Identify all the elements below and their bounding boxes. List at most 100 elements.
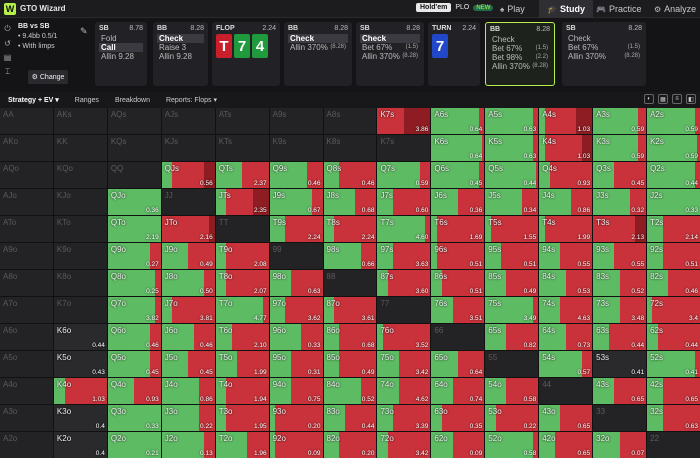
hand-cell[interactable]: K3o 0.4 bbox=[53, 405, 107, 431]
hand-cell[interactable]: K9s bbox=[269, 135, 323, 161]
hand-cell[interactable]: 86o 0.68 bbox=[323, 324, 377, 350]
hand-cell[interactable]: 65o 0.64 bbox=[431, 351, 485, 377]
nav-play[interactable]: ♠ Play bbox=[492, 0, 533, 18]
hand-cell[interactable]: KTo bbox=[53, 216, 107, 242]
hand-cell[interactable]: Q6s 0.45 bbox=[431, 162, 485, 188]
hand-cell[interactable]: K6o 0.44 bbox=[53, 324, 107, 350]
hand-cell[interactable]: AJo bbox=[0, 189, 53, 215]
action-option[interactable]: Check bbox=[157, 34, 204, 43]
hand-cell[interactable]: K3s 0.59 bbox=[593, 135, 647, 161]
hand-cell[interactable]: Q7s 0.59 bbox=[377, 162, 431, 188]
hand-cell[interactable]: AJs bbox=[161, 108, 215, 134]
hand-cell[interactable]: T4s 1.99 bbox=[539, 216, 593, 242]
hand-cell[interactable]: J6s 0.36 bbox=[431, 189, 485, 215]
hand-cell[interactable]: T9s 2.24 bbox=[269, 216, 323, 242]
hand-cell[interactable]: 97o 3.62 bbox=[269, 297, 323, 323]
hand-cell[interactable]: A4s 1.03 bbox=[539, 108, 593, 134]
hand-cell[interactable]: K5s 0.63 bbox=[485, 135, 539, 161]
hand-cell[interactable]: 84o 0.52 bbox=[323, 378, 377, 404]
hand-cell[interactable]: 44 bbox=[539, 378, 593, 404]
hand-cell[interactable]: 32s 0.63 bbox=[647, 405, 700, 431]
hand-cell[interactable]: Q5s 0.44 bbox=[485, 162, 539, 188]
cards-icon[interactable]: ▤ bbox=[3, 53, 12, 62]
action-panel-sb[interactable]: SB 8.28 Check Bet 67% (1.5) Allin 370% (8.28) bbox=[562, 22, 646, 86]
action-panel-bb[interactable]: BB 8.28 Check Bet 67% (1.5) Bet 98% (2.2) Allin… bbox=[485, 22, 555, 86]
action-option[interactable]: Call bbox=[99, 43, 143, 52]
hand-cell[interactable]: 96s 0.51 bbox=[431, 243, 485, 269]
action-option[interactable]: Raise 3 bbox=[157, 43, 204, 52]
hand-cell[interactable]: J9s 0.67 bbox=[269, 189, 323, 215]
hand-cell[interactable]: T5s 1.55 bbox=[485, 216, 539, 242]
hand-cell[interactable]: 93o 0.20 bbox=[269, 405, 323, 431]
action-option[interactable]: Allin 370% (8.28) bbox=[360, 52, 420, 61]
hand-cell[interactable]: 88 bbox=[323, 270, 377, 296]
action-panel-bb[interactable]: BB 8.28 Check Allin 370% (8.28) bbox=[284, 22, 352, 86]
hand-cell[interactable]: A3s 0.59 bbox=[593, 108, 647, 134]
hand-cell[interactable]: T3o 1.95 bbox=[215, 405, 269, 431]
hand-cell[interactable]: KQo bbox=[53, 162, 107, 188]
hand-cell[interactable]: 92s 0.51 bbox=[647, 243, 700, 269]
hand-cell[interactable]: K8s bbox=[323, 135, 377, 161]
tab-ranges[interactable]: Ranges bbox=[74, 96, 99, 104]
hand-cell[interactable]: J6o 0.46 bbox=[161, 324, 215, 350]
hand-cell[interactable]: QJo 0.36 bbox=[107, 189, 161, 215]
nav-study[interactable]: 🎓 Study bbox=[539, 0, 593, 18]
hand-cell[interactable]: A6s 0.64 bbox=[431, 108, 485, 134]
action-panel-turn[interactable]: TURN 2.24 7 bbox=[428, 22, 480, 86]
action-option[interactable]: Check bbox=[490, 35, 550, 44]
hand-cell[interactable]: 64s 0.73 bbox=[539, 324, 593, 350]
hand-cell[interactable]: T8s 2.24 bbox=[323, 216, 377, 242]
hand-cell[interactable]: 95o 0.31 bbox=[269, 351, 323, 377]
hand-cell[interactable]: JTo 2.16 bbox=[161, 216, 215, 242]
action-panel-sb[interactable]: SB 8.28 Check Bet 67% (1.5) Allin 370% (8.28) bbox=[356, 22, 424, 86]
hand-cell[interactable]: J9o 0.49 bbox=[161, 243, 215, 269]
hand-cell[interactable]: 63o 0.35 bbox=[431, 405, 485, 431]
hand-cell[interactable]: 93s 0.55 bbox=[593, 243, 647, 269]
hand-cell[interactable]: Q2s 0.44 bbox=[647, 162, 700, 188]
hand-cell[interactable]: K8o bbox=[53, 270, 107, 296]
action-option[interactable]: Allin 370% (8.28) bbox=[490, 62, 550, 71]
split-view-icon[interactable]: ◧ bbox=[686, 94, 696, 104]
hand-cell[interactable]: 54o 0.58 bbox=[485, 378, 539, 404]
hand-cell[interactable]: 73o 3.39 bbox=[377, 405, 431, 431]
hand-cell[interactable]: A4o bbox=[0, 378, 53, 404]
hand-cell[interactable]: A5s 0.63 bbox=[485, 108, 539, 134]
hand-cell[interactable]: T9o 2.08 bbox=[215, 243, 269, 269]
hand-cell[interactable]: J3o 0.22 bbox=[161, 405, 215, 431]
hand-cell[interactable]: T2o 1.96 bbox=[215, 432, 269, 458]
action-option[interactable]: Check bbox=[566, 34, 642, 43]
hand-cell[interactable]: AKs bbox=[53, 108, 107, 134]
hand-cell[interactable]: 76o 3.52 bbox=[377, 324, 431, 350]
edit-icon[interactable]: ✎ bbox=[80, 26, 88, 36]
hand-cell[interactable]: 82o 0.20 bbox=[323, 432, 377, 458]
hand-cell[interactable]: 85o 0.49 bbox=[323, 351, 377, 377]
hand-cell[interactable]: 65s 0.82 bbox=[485, 324, 539, 350]
hand-cell[interactable]: K9o bbox=[53, 243, 107, 269]
hand-cell[interactable]: 92o 0.09 bbox=[269, 432, 323, 458]
hand-cell[interactable]: 63s 0.44 bbox=[593, 324, 647, 350]
hand-cell[interactable]: Q4s 0.93 bbox=[539, 162, 593, 188]
hand-cell[interactable]: K7o bbox=[53, 297, 107, 323]
hand-cell[interactable]: J8o 0.50 bbox=[161, 270, 215, 296]
hand-cell[interactable]: Q2o 0.21 bbox=[107, 432, 161, 458]
power-icon[interactable]: ⏻ bbox=[4, 24, 11, 33]
hand-cell[interactable]: J7o 3.81 bbox=[161, 297, 215, 323]
hand-cell[interactable]: K2o 0.4 bbox=[53, 432, 107, 458]
hand-cell[interactable]: Q9s 0.46 bbox=[269, 162, 323, 188]
hand-cell[interactable]: 86s 0.51 bbox=[431, 270, 485, 296]
hand-cell[interactable]: 55 bbox=[485, 351, 539, 377]
action-panel-flop[interactable]: FLOP 2.24 T 7 4 bbox=[212, 22, 280, 86]
hand-cell[interactable]: 72s 3.4 bbox=[647, 297, 700, 323]
hand-cell[interactable]: 99 bbox=[269, 243, 323, 269]
hand-cell[interactable]: 94o 0.75 bbox=[269, 378, 323, 404]
hand-cell[interactable]: KJo bbox=[53, 189, 107, 215]
hand-cell[interactable]: 95s 0.51 bbox=[485, 243, 539, 269]
hand-cell[interactable]: 53s 0.41 bbox=[593, 351, 647, 377]
hand-cell[interactable]: 33 bbox=[593, 405, 647, 431]
hand-cell[interactable]: K4s 1.03 bbox=[539, 135, 593, 161]
hand-cell[interactable]: 96o 0.33 bbox=[269, 324, 323, 350]
tab-reports[interactable]: Reports: Flops ▾ bbox=[158, 92, 225, 108]
hand-cell[interactable]: A7o bbox=[0, 297, 53, 323]
hand-cell[interactable]: 74s 4.63 bbox=[539, 297, 593, 323]
hand-cell[interactable]: K2s 0.59 bbox=[647, 135, 700, 161]
